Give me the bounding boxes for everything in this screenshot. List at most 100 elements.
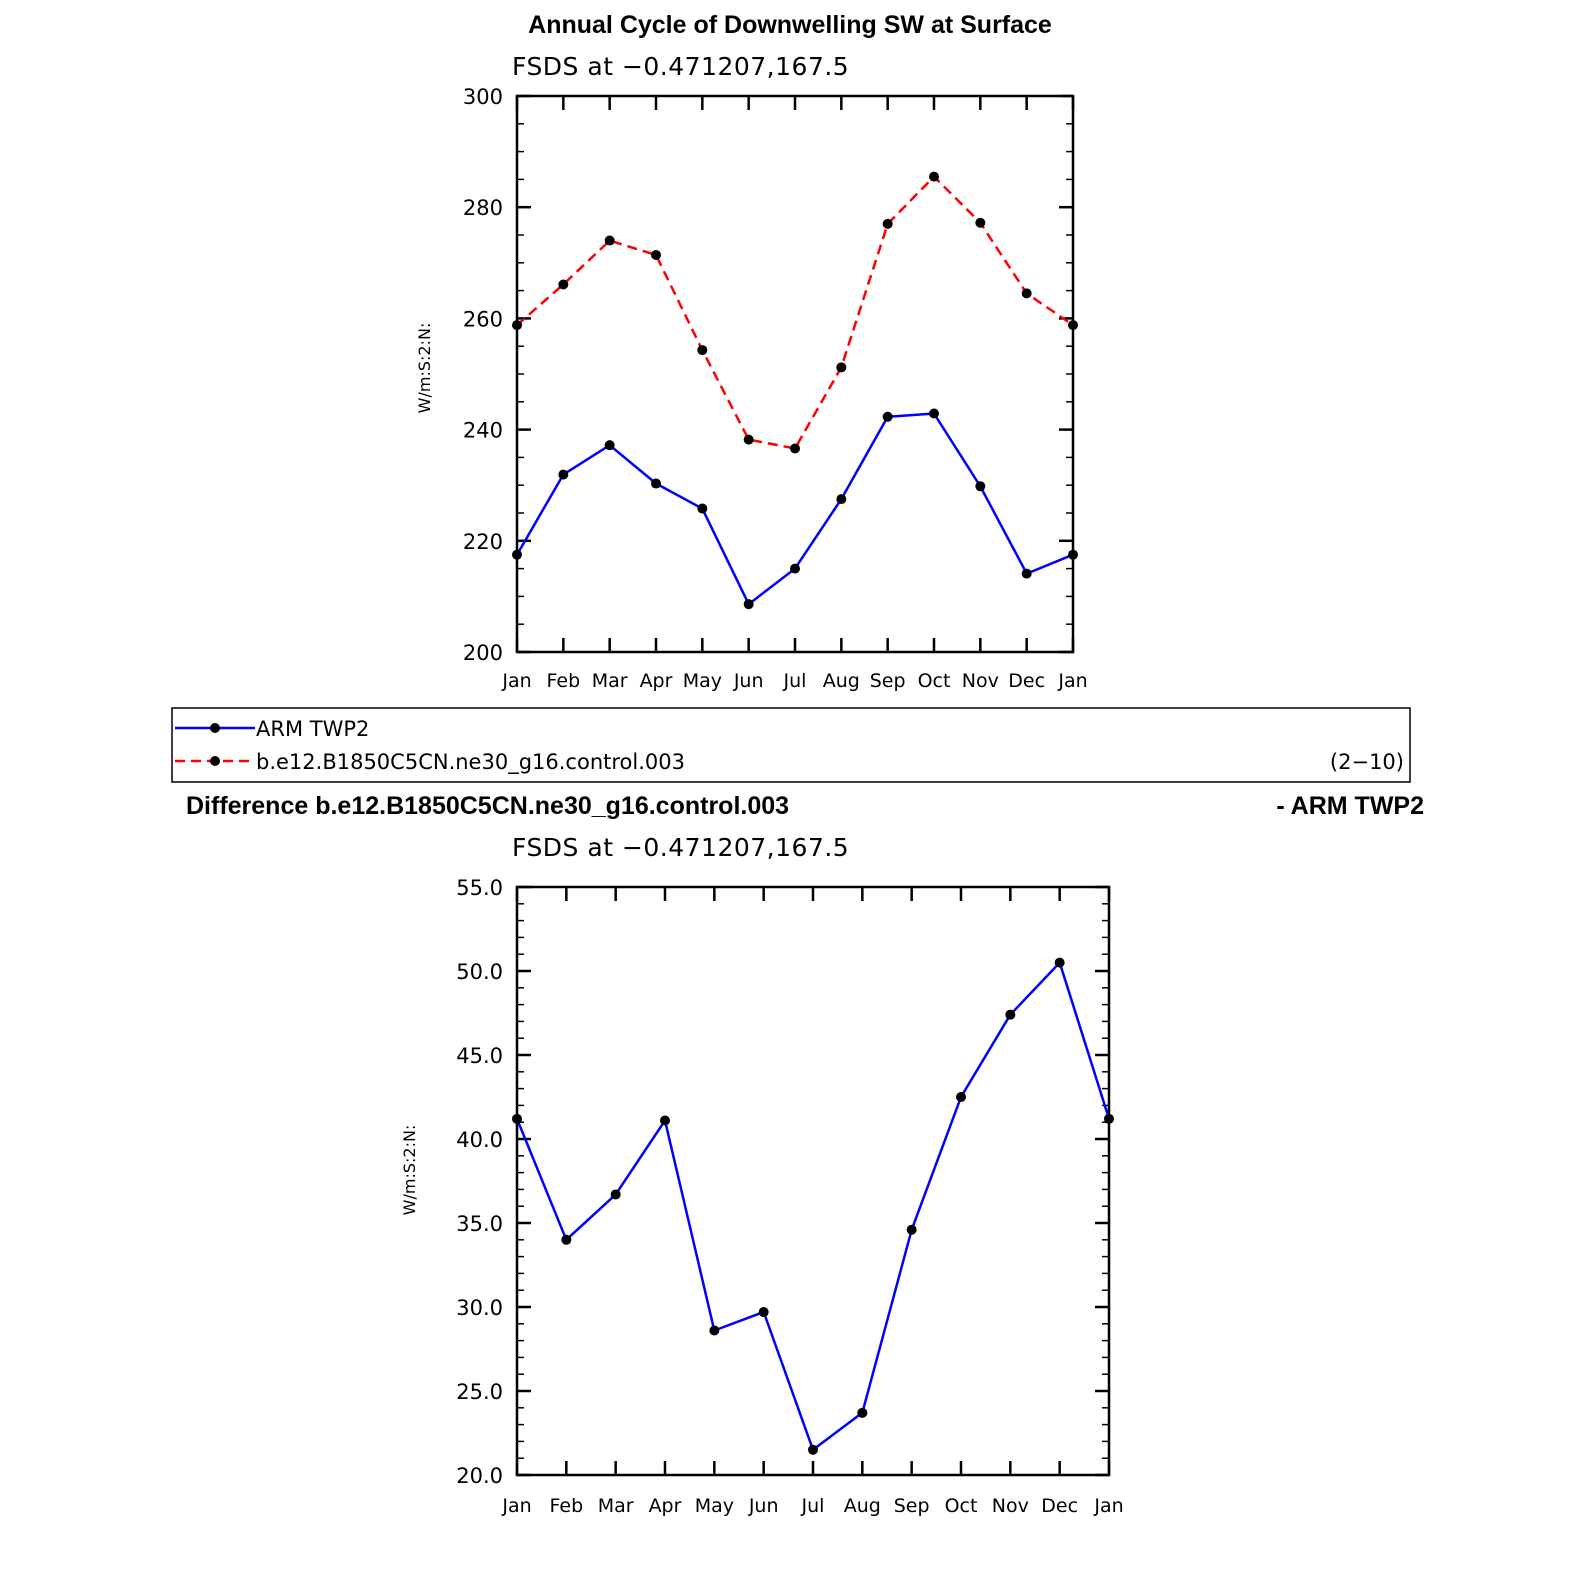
chart1-series-0-point [836,494,847,505]
chart1-series-1-point [836,362,847,373]
chart2-series-0-point [758,1307,769,1318]
chart2-xtick-label: Jul [801,1495,825,1517]
chart2-xtick-label: Mar [598,1495,634,1517]
chart2-frame [515,885,1111,1477]
legend-note: (2−10) [1330,750,1404,774]
chart1-xtick-label: Jan [1057,670,1087,692]
chart2-title: Difference b.e12.B1850C5CN.ne30_g16.cont… [186,792,789,820]
chart2-xtick-label: Apr [649,1495,682,1517]
chart2-ytick-label: 55.0 [456,876,503,900]
chart1-series-0-point [604,440,615,451]
chart1-ytick-label: 200 [463,641,503,665]
chart1-series-1-point [1021,288,1032,299]
legend-label-arm: ARM TWP2 [256,717,369,741]
chart1-series-1-point [697,345,708,356]
chart1-series-0-point [558,469,569,480]
chart2-xtick-label: Jun [748,1495,779,1517]
chart1-ylabel: W/m:S:2:N: [415,323,434,414]
chart2-ytick-label: 45.0 [456,1044,503,1068]
chart1-ytick-label: 300 [463,85,503,109]
chart2-series-0-point [512,1113,522,1124]
chart2-series-0-point [808,1444,818,1455]
chart1-xtick-label: Jan [501,670,531,692]
chart1-series-1-line [516,175,1074,450]
chart2-xtick-label: Jan [1093,1495,1123,1517]
chart1-series-0-point [975,481,986,492]
chart1-series-0-point [882,411,893,422]
chart2-xtick-label: May [695,1495,734,1517]
legend-box [171,707,1411,783]
chart2-title-right: - ARM TWP2 [1276,792,1424,820]
chart1-series-0-point [651,478,661,489]
chart1-xtick-label: Aug [823,670,860,692]
chart2-plot: 20.0 25.0 30.0 35.0 40.0 45.0 50.0 55.0 Jan Feb Ma… [456,876,1123,1517]
chart2-xtick-label: Feb [550,1495,584,1517]
chart1-xtick-label: Nov [962,670,999,692]
chart2-ytick-label: 25.0 [456,1380,503,1404]
chart2-series-0-point [561,1234,572,1245]
chart2-ytick-label: 20.0 [456,1464,503,1488]
chart1-xtick-label: May [683,670,722,692]
chart1-series-0-point [1021,568,1032,579]
chart1-series-0-point [743,599,754,610]
chart1-title: Annual Cycle of Downwelling SW at Surfac… [528,11,1052,39]
chart1-ytick-label: 260 [463,307,503,331]
chart1-series-0-point [929,408,939,419]
chart2-series-0-point [610,1189,621,1200]
legend: ARM TWP2 b.e12.B1850C5CN.ne30_g16.contro… [171,707,1411,783]
chart1-ytick-label: 220 [463,530,503,554]
chart1-series-1-point [512,320,522,331]
chart1-series-1-point [743,434,754,445]
chart2-xtick-label: Sep [894,1495,930,1517]
chart2-xtick-label: Jan [501,1495,531,1517]
chart1-series-1-point [929,171,939,182]
chart2-series-0-line [515,961,1111,1452]
chart1-series-1-point [604,235,615,246]
chart1-xtick-label: Jul [783,670,807,692]
chart1-xtick-label: Mar [592,670,628,692]
chart2-ytick-label: 50.0 [456,960,503,984]
chart2-series-0-point [660,1115,670,1126]
chart1-series-1-point [558,279,569,290]
chart2-ylabel: W/m:S:2:N: [400,1125,419,1216]
chart2-ytick-label: 35.0 [456,1212,503,1236]
chart2-subtitle: FSDS at −0.471207,167.5 [512,833,849,862]
chart1-xtick-label: Sep [870,670,906,692]
chart1-series-1-point [790,443,800,454]
chart2-series-0-point [1104,1113,1114,1124]
chart1-ytick-label: 280 [463,196,503,220]
chart1-series-1-point [1068,320,1078,331]
chart2-series-0-point [857,1407,868,1418]
chart2-ytick-label: 40.0 [456,1128,503,1152]
legend-label-model: b.e12.B1850C5CN.ne30_g16.control.003 [256,750,685,775]
chart1-xtick-label: Feb [547,670,581,692]
legend-marker-arm [210,723,220,733]
chart2-ytick-label: 30.0 [456,1296,503,1320]
chart2-xtick-label: Oct [945,1495,978,1517]
chart2-series-0-point [906,1224,917,1235]
chart1-xtick-label: Oct [918,670,951,692]
chart1-series-0-point [512,549,522,560]
chart1-series-1-point [882,218,893,229]
legend-marker-model [210,756,220,766]
chart1-series-1-point [651,250,661,261]
chart1-xtick-label: Apr [640,670,673,692]
chart1-xtick-label: Jun [733,670,764,692]
chart1-series-0-point [1068,549,1078,560]
chart2-series-0-point [1054,957,1065,968]
chart2-xtick-label: Nov [992,1495,1029,1517]
chart1-plot: 200 220 240 260 280 300 Jan Feb Mar Apr May Jun Jul A… [463,85,1088,692]
chart1-series-1-point [975,217,986,228]
chart2-series-0-point [709,1325,720,1336]
chart2-series-0-point [956,1092,966,1102]
chart1-series-0-point [790,563,800,574]
chart1-subtitle: FSDS at −0.471207,167.5 [512,52,849,81]
chart1-ytick-label: 240 [463,419,503,443]
chart2-xtick-label: Dec [1041,1495,1078,1517]
chart1-xtick-label: Dec [1008,670,1045,692]
chart2-xtick-label: Aug [844,1495,881,1517]
chart1-series-0-point [697,503,708,514]
chart1-series-0-line [515,412,1074,606]
chart2-series-0-point [1005,1009,1016,1020]
